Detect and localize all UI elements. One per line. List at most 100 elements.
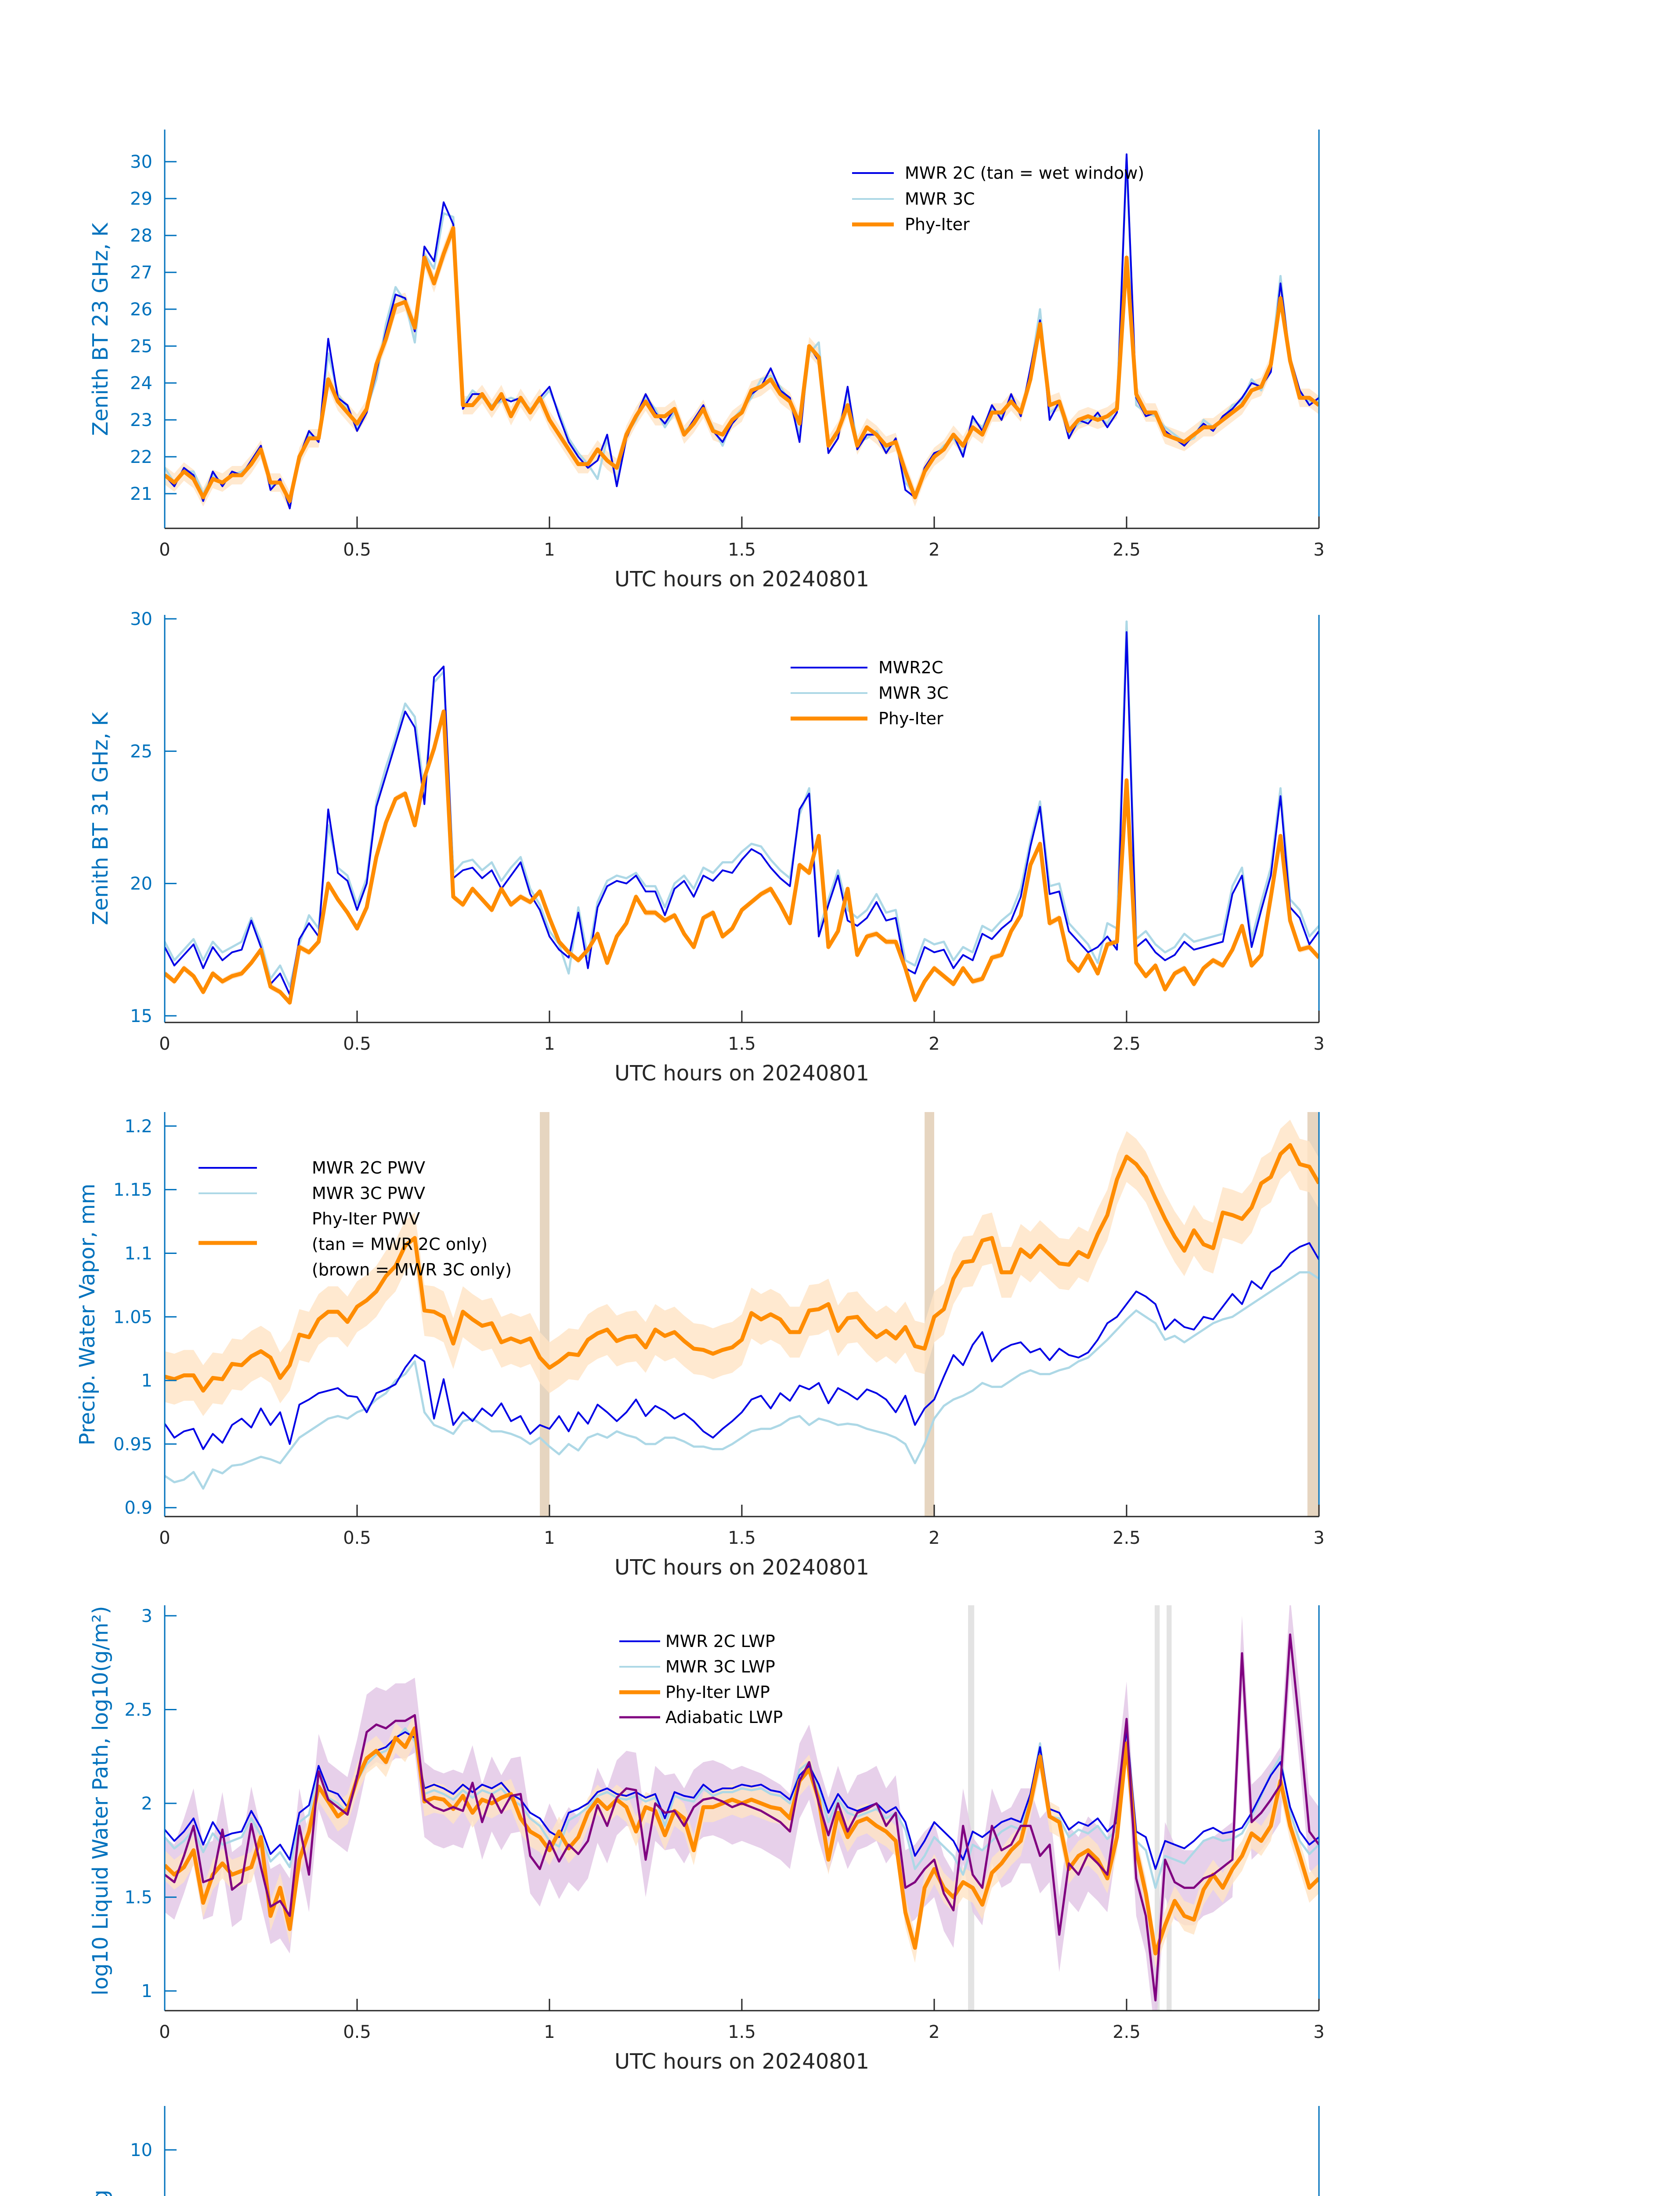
x-tick-label: 3 [1313,2022,1324,2042]
series-adiabatic [165,1633,1319,2001]
y-tick-label: 1 [141,1981,152,2001]
x-tick-label: 0.5 [343,1034,371,1054]
y-tick-label: 2 [141,1794,152,1814]
x-tick-label: 0.5 [343,1528,371,1548]
y-tick-label: 30 [130,609,152,629]
y-axis-label: MWR Phy Iter DQ Flag [88,2190,113,2196]
x-tick-label: 3 [1313,1528,1324,1548]
legend: MWR 2C PWV MWR 3C PWV Phy-Iter PWV (tan … [199,1158,512,1279]
y-tick-label: 0.95 [113,1434,152,1455]
legend: MWR 2C (tan = wet window) MWR 3C Phy-Ite… [852,163,1144,234]
x-tick-label: 1 [544,2022,555,2042]
x-tick-label: 2 [929,2022,939,2042]
gray-band-0 [968,1605,975,2011]
phy-iter-uncertainty-band [165,1713,1319,1968]
legend-label-phy-iter: Phy-Iter [878,709,943,728]
y-tick-label: 1.2 [124,1116,152,1137]
x-tick-label: 3 [1313,1034,1324,1054]
y-tick-label: 30 [130,152,152,172]
tan-band-0 [540,1112,549,1517]
series-mwr3c [165,620,1319,988]
x-tick-label: 2.5 [1113,2022,1141,2042]
y-tick-label: 1.1 [124,1243,152,1264]
y-tick-label: 27 [130,263,152,283]
legend-label-mwr3c: MWR 3C LWP [665,1657,775,1676]
y-tick-label: 1.5 [124,1888,152,1908]
axes-layer: 024681000.511.522.53 [130,2106,1320,2196]
y-axis-label: Zenith BT 31 GHz, K [88,712,113,925]
phy-iter-uncertainty-band [165,708,1319,1006]
y-tick-label: 20 [130,874,152,894]
x-tick-label: 2.5 [1113,1034,1141,1054]
y-tick-label: 23 [130,410,152,430]
y-tick-label: 3 [141,1606,152,1626]
series-mwr2c [165,153,1319,509]
x-tick-label: 1.5 [728,540,756,560]
series-mwr2c [165,1242,1319,1450]
legend: MWR 2C LWP MWR 3C LWP Phy-Iter LWP Adiab… [619,1632,783,1727]
y-tick-label: 29 [130,189,152,209]
y-tick-label: 2.5 [124,1700,152,1720]
x-tick-label: 0.5 [343,2022,371,2042]
legend-label-phy-iter: Phy-Iter PWV [312,1209,420,1228]
gray-band-2 [1167,1605,1172,2011]
series-phy-iter [165,1143,1319,1393]
x-tick-label: 2.5 [1113,540,1141,560]
y-axis-label: Zenith BT 23 GHz, K [88,222,113,436]
x-tick-label: 0 [159,1034,170,1054]
y-tick-label: 15 [130,1006,152,1026]
plot-layer [165,153,1319,510]
axes-layer: 0.9 0.95 1 1.05 1.1 1.15 1.2 0 0.5 1 1.5 2 2.5 3 [113,1112,1325,1548]
y-tick-label: 1 [141,1371,152,1391]
axes-layer: 15 20 25 30 0 0.5 1 1.5 2 2.5 3 [130,609,1325,1054]
series-mwr3c [165,157,1319,502]
legend-label-mwr3c: MWR 3C [905,189,975,209]
plot-layer [165,1605,1319,2011]
x-tick-label: 1 [544,1034,555,1054]
phy-iter-uncertainty-band [165,219,1319,510]
legend-label-adiabatic: Adiabatic LWP [665,1708,783,1727]
x-tick-label: 3 [1313,540,1324,560]
y-tick-label: 24 [130,373,152,394]
panel-bt31: 15 20 25 30 0 0.5 1 1.5 2 2.5 3 Zenith BT 31 GHz, … [88,609,1325,1086]
x-tick-label: 2 [929,1034,939,1054]
y-tick-label: 0.9 [124,1498,152,1518]
y-tick-label: 22 [130,447,152,467]
y-axis-label: log10 Liquid Water Path, log10(g/m²) [88,1606,113,1996]
x-tick-label: 2 [929,540,939,560]
y-tick-label: 21 [130,484,152,504]
x-axis-label: UTC hours on 20240801 [614,1555,869,1580]
y-tick-label: 28 [130,226,152,246]
legend-label-mwr2c: MWR2C [878,658,943,677]
series-phy-iter [165,709,1319,1005]
x-tick-label: 1 [544,1528,555,1548]
x-tick-label: 1.5 [728,2022,756,2042]
x-tick-label: 2 [929,1528,939,1548]
y-tick-label: 25 [130,741,152,762]
y-axis-label-text: log10 Liquid Water Path, log10(g/m²) [88,1606,113,1996]
legend-label-mwr2c: MWR 2C (tan = wet window) [905,163,1144,183]
legend-label-mwr2c: MWR 2C PWV [312,1158,425,1177]
y-tick-label: 26 [130,300,152,320]
panel-pwv: 0.9 0.95 1 1.05 1.1 1.15 1.2 0 0.5 1 1.5 2 2.5 3 Prec… [75,1112,1325,1580]
x-tick-label: 1.5 [728,1528,756,1548]
x-axis-label: UTC hours on 20240801 [614,2049,869,2074]
x-tick-label: 1.5 [728,1034,756,1054]
x-axis-label: UTC hours on 20240801 [614,567,869,592]
legend-label-mwr3c: MWR 3C PWV [312,1184,425,1203]
panel-lwp: 1 1.5 2 2.5 3 0 0.5 1 1.5 2 2.5 3 log10 Liquid Wate… [88,1605,1325,2074]
panel-dqflag: 024681000.511.522.53 MWR Phy Iter DQ Fla… [88,2106,1320,2196]
x-tick-label: 0 [159,540,170,560]
x-tick-label: 0 [159,2022,170,2042]
y-tick-label: 1.05 [113,1307,152,1327]
legend-label-mwr2c: MWR 2C LWP [665,1632,775,1651]
series-phy-iter [165,226,1319,503]
plot-layer [165,620,1319,1006]
legend-label-brown-note: (brown = MWR 3C only) [312,1260,512,1279]
axes-layer: 1 1.5 2 2.5 3 0 0.5 1 1.5 2 2.5 3 [124,1605,1325,2042]
y-tick-label: 10 [130,2140,152,2160]
y-axis-label: Precip. Water Vapor, mm [75,1184,100,1445]
plot-layer [165,1120,1319,1490]
panel-bt23: 21 22 23 24 25 26 27 28 29 30 0 0.5 1 1.5 2 2.5 3 Zenith… [88,130,1325,592]
